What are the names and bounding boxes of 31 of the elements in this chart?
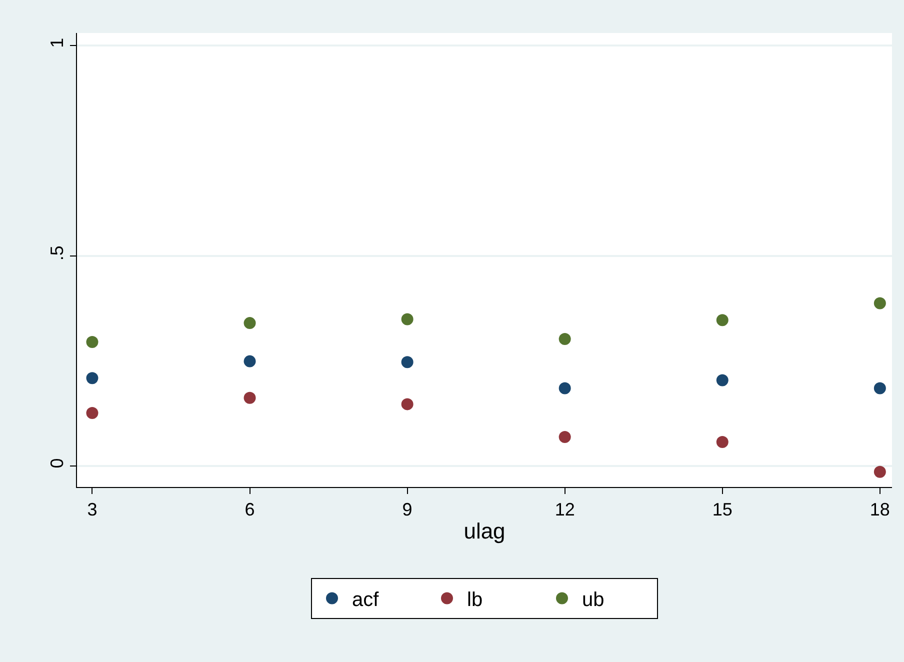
point [558,382,571,394]
point [874,466,886,478]
point [401,356,414,368]
x-tick-label: 18 [870,500,890,520]
y-tick-label: 1 [46,38,67,48]
legend-label: ub [582,589,604,612]
point [558,333,571,346]
point [558,430,571,443]
x-tick-label: 3 [87,500,98,520]
point [716,436,728,448]
point [244,317,256,330]
point [874,297,886,310]
point [244,392,256,404]
point [401,398,414,410]
y-tick-label: 0 [46,458,67,468]
x-tick-label: 12 [554,500,575,520]
legend-label: acf [352,589,380,612]
point [244,355,256,368]
point [86,336,98,348]
point [716,374,728,386]
point [86,407,98,420]
x-axis-title: ulag [464,518,506,544]
legend-label: lb [467,589,483,612]
point [401,313,414,326]
point [716,314,728,326]
x-tick-label: 9 [402,500,412,520]
point [86,372,98,384]
point [874,382,886,394]
y-tick-label: .5 [46,246,67,261]
x-tick-label: 15 [712,500,732,520]
x-tick-label: 6 [244,500,255,520]
